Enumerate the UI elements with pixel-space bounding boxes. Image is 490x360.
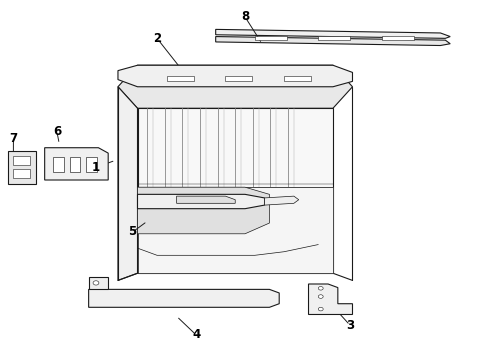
Bar [167, 76, 194, 81]
Circle shape [318, 287, 323, 290]
Bar [318, 36, 350, 40]
Circle shape [318, 295, 323, 298]
Text: 3: 3 [346, 319, 354, 332]
Bar [225, 76, 252, 81]
Text: 4: 4 [192, 328, 200, 341]
Bar [13, 156, 30, 165]
Polygon shape [265, 196, 299, 205]
Bar [284, 76, 311, 81]
Bar [70, 157, 80, 172]
Circle shape [318, 307, 323, 311]
Polygon shape [118, 65, 352, 108]
Polygon shape [216, 30, 450, 39]
Polygon shape [176, 196, 235, 203]
Polygon shape [138, 187, 270, 234]
Polygon shape [118, 65, 352, 87]
Text: 1: 1 [92, 161, 100, 174]
Text: 2: 2 [153, 32, 161, 45]
Polygon shape [216, 37, 450, 45]
Polygon shape [8, 151, 36, 184]
Text: 7: 7 [9, 132, 18, 145]
Text: 5: 5 [128, 225, 137, 238]
Polygon shape [89, 289, 279, 307]
Bar [86, 157, 97, 172]
Bar [53, 157, 64, 172]
Polygon shape [138, 108, 333, 273]
Polygon shape [89, 277, 108, 289]
Bar [382, 36, 414, 40]
Text: 6: 6 [53, 125, 61, 138]
Polygon shape [45, 148, 108, 180]
Polygon shape [118, 87, 138, 280]
Bar [13, 169, 30, 178]
Polygon shape [138, 187, 333, 273]
Bar [255, 36, 287, 40]
Circle shape [93, 281, 99, 285]
Polygon shape [309, 284, 352, 315]
Polygon shape [138, 194, 265, 209]
Text: 8: 8 [241, 10, 249, 23]
